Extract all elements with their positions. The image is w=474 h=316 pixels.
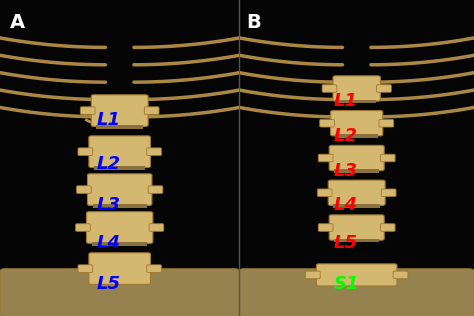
FancyBboxPatch shape [89,253,151,284]
Bar [96,125,143,129]
Bar [94,166,145,170]
Bar [333,204,380,208]
FancyBboxPatch shape [78,265,92,272]
FancyBboxPatch shape [381,189,396,197]
FancyBboxPatch shape [80,107,95,114]
FancyBboxPatch shape [317,189,332,197]
FancyBboxPatch shape [149,224,164,231]
FancyBboxPatch shape [86,212,153,243]
Bar [92,242,147,246]
FancyBboxPatch shape [380,154,395,162]
FancyBboxPatch shape [89,136,151,167]
FancyBboxPatch shape [316,264,397,286]
FancyBboxPatch shape [319,119,334,127]
FancyBboxPatch shape [380,224,395,231]
FancyBboxPatch shape [330,111,383,136]
FancyBboxPatch shape [318,154,333,162]
FancyBboxPatch shape [322,85,337,92]
FancyBboxPatch shape [333,76,380,101]
FancyBboxPatch shape [379,119,393,127]
FancyBboxPatch shape [78,148,92,155]
FancyBboxPatch shape [305,271,320,279]
FancyBboxPatch shape [0,269,239,316]
Text: L5: L5 [97,276,121,293]
Bar [0,0,239,316]
Bar [93,204,146,208]
FancyBboxPatch shape [147,148,161,155]
Bar [239,0,474,316]
Text: B: B [246,13,261,32]
Text: A: A [9,13,25,32]
FancyBboxPatch shape [239,269,474,316]
FancyBboxPatch shape [144,107,159,114]
FancyBboxPatch shape [75,224,90,231]
FancyBboxPatch shape [329,215,384,240]
Text: L3: L3 [334,162,358,179]
FancyBboxPatch shape [147,265,161,272]
Text: L2: L2 [97,155,121,173]
Text: L3: L3 [97,197,121,214]
FancyBboxPatch shape [318,224,333,231]
Text: L4: L4 [334,197,358,214]
FancyBboxPatch shape [328,180,385,205]
FancyBboxPatch shape [376,85,391,92]
Text: L4: L4 [97,234,121,252]
FancyBboxPatch shape [329,145,384,171]
FancyBboxPatch shape [148,186,163,193]
Bar [334,169,379,173]
FancyBboxPatch shape [76,186,91,193]
Text: L2: L2 [334,127,358,145]
Text: S1: S1 [333,276,359,293]
Text: L1: L1 [97,111,121,129]
Text: L5: L5 [334,234,358,252]
FancyBboxPatch shape [87,174,152,205]
Bar [337,100,376,103]
FancyBboxPatch shape [91,95,148,126]
Bar [334,239,379,242]
Text: L1: L1 [334,92,358,110]
Bar [335,134,378,138]
FancyBboxPatch shape [393,271,408,279]
